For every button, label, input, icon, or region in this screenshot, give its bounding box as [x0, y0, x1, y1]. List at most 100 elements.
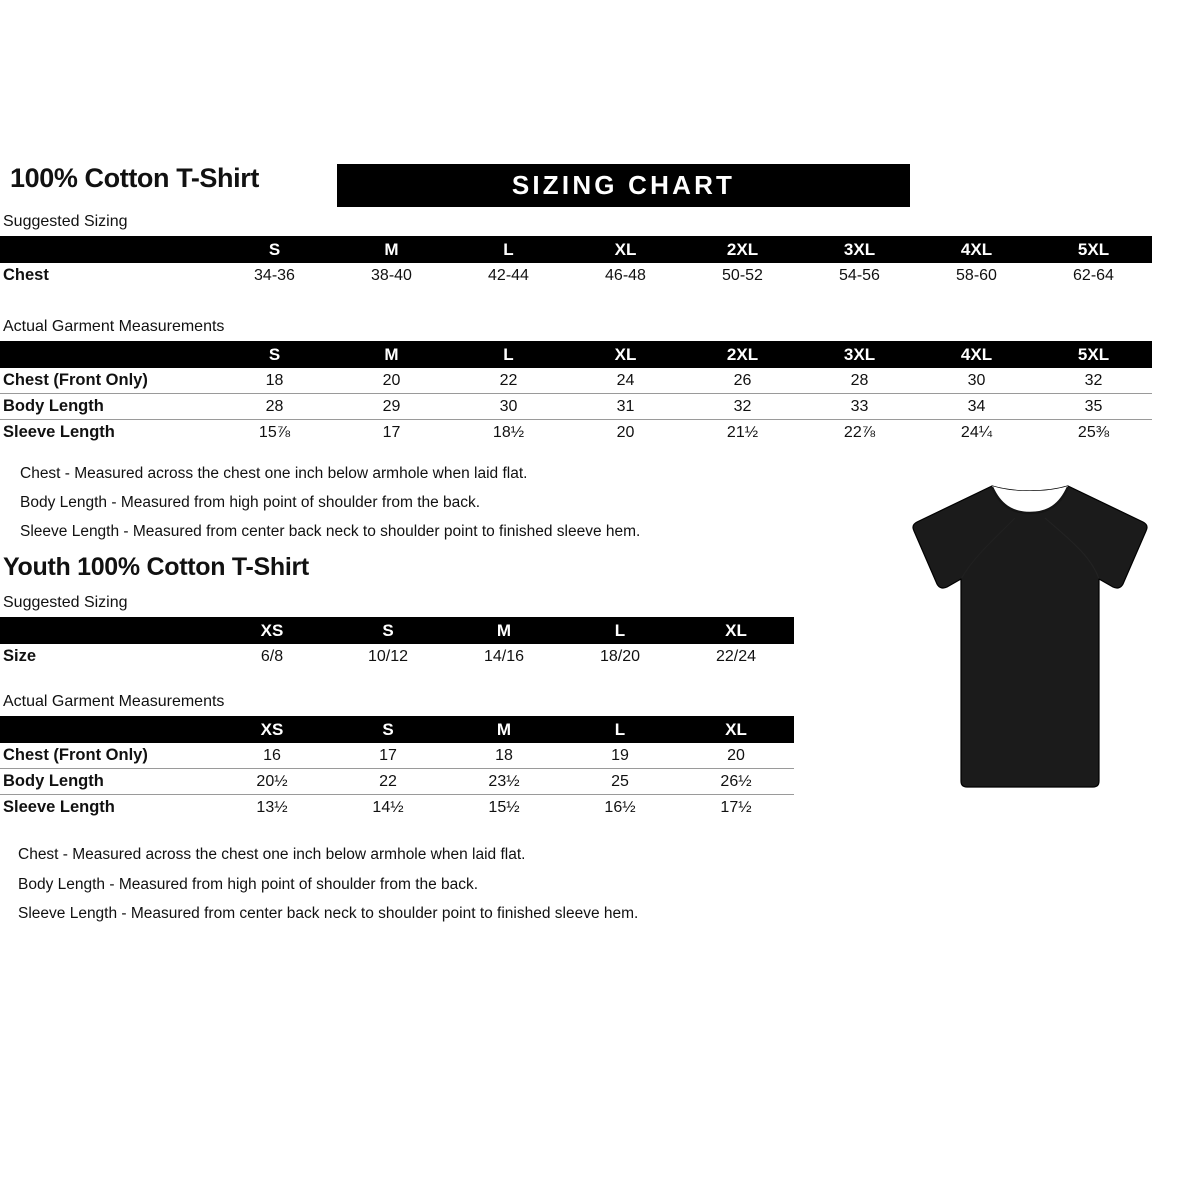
adult-actual-row-label: Chest (Front Only)	[0, 368, 216, 394]
adult-actual-cell: 31	[567, 393, 684, 420]
adult-actual-cell: 17	[382, 423, 401, 441]
document-header: 100% Cotton T-Shirt SIZING CHART	[10, 163, 1190, 208]
adult-suggested-header-lead	[0, 236, 216, 263]
adult-actual-cell: 32	[684, 393, 801, 420]
youth-suggested-column-header: S	[330, 617, 446, 644]
adult-actual-cell: 35	[1035, 393, 1152, 420]
youth-actual-cell: 16	[214, 743, 330, 769]
adult-note-sleeve-length: Sleeve Length - Measured from center bac…	[20, 523, 641, 540]
adult-suggested-row-label: Chest	[3, 266, 49, 284]
youth-suggested-cell: 14/16	[483, 647, 525, 665]
youth-suggested-row: Size 6/8 10/12 14/16 18/20 22/24	[0, 644, 794, 669]
adult-actual-column-header: L	[450, 341, 567, 368]
adult-actual-cell: 20	[616, 423, 635, 441]
adult-suggested-column-header: M	[333, 236, 450, 263]
youth-section-title: Youth 100% Cotton T-Shirt	[3, 553, 309, 581]
adult-actual-cell: 30	[450, 393, 567, 420]
adult-suggested-row: Chest 34-36 38-40 42-44 46-48 50-52 54-56 58-60…	[0, 263, 1152, 288]
adult-actual-cell: 30	[918, 368, 1035, 394]
adult-actual-body: Chest (Front Only) 18 20 22 24 26 28 30 32 Body L…	[0, 368, 1152, 445]
adult-actual-row: Chest (Front Only) 18 20 22 24 26 28 30 32	[0, 368, 1152, 394]
youth-suggested-cell: 6/8	[260, 647, 284, 665]
youth-suggested-column-header: XL	[678, 617, 794, 644]
youth-suggested-row-label: Size	[3, 647, 37, 665]
youth-actual-cell: 16½	[604, 798, 636, 816]
adult-suggested-cell: 38-40	[371, 266, 412, 284]
youth-actual-cell: 17½	[720, 798, 752, 816]
youth-actual-column-header: M	[446, 716, 562, 743]
adult-suggested-header-row: S M L XL 2XL 3XL 4XL 5XL	[0, 236, 1152, 263]
youth-actual-cell: 17	[330, 743, 446, 769]
youth-actual-cell: 15½	[488, 798, 520, 816]
youth-actual-cell: 20	[678, 743, 794, 769]
adult-actual-cell: 18	[216, 368, 333, 394]
adult-suggested-column-header: L	[450, 236, 567, 263]
adult-note-chest: Chest - Measured across the chest one in…	[20, 465, 528, 482]
adult-actual-row-label: Sleeve Length	[3, 423, 115, 441]
adult-actual-cell: 22⅞	[843, 423, 876, 441]
adult-actual-cell: 24	[567, 368, 684, 394]
sizing-chart-banner: SIZING CHART	[337, 164, 910, 207]
adult-actual-cell: 21½	[726, 423, 759, 441]
youth-suggested-column-header: XS	[214, 617, 330, 644]
youth-actual-cell: 26½	[678, 768, 794, 795]
adult-actual-column-header: XL	[567, 341, 684, 368]
youth-actual-column-header: XS	[214, 716, 330, 743]
adult-suggested-cell: 54-56	[839, 266, 880, 284]
adult-suggested-cell: 34-36	[254, 266, 295, 284]
adult-actual-cell: 15⅞	[258, 423, 291, 441]
youth-suggested-cell: 22/24	[715, 647, 757, 665]
adult-suggested-column-header: 5XL	[1035, 236, 1152, 263]
adult-suggested-body: Chest 34-36 38-40 42-44 46-48 50-52 54-56 58-60…	[0, 263, 1152, 288]
adult-suggested-column-header: 2XL	[684, 236, 801, 263]
youth-suggested-cell: 18/20	[599, 647, 641, 665]
adult-actual-header-lead	[0, 341, 216, 368]
youth-actual-header-lead	[0, 716, 214, 743]
adult-suggested-column-header: XL	[567, 236, 684, 263]
youth-actual-cell: 19	[562, 743, 678, 769]
adult-suggested-cell: 46-48	[605, 266, 646, 284]
youth-actual-cell: 18	[446, 743, 562, 769]
youth-actual-cell: 13½	[256, 798, 288, 816]
adult-actual-row: Sleeve Length 15⅞ 17 18½ 20 21½ 22⅞ 24¼ 25⅜	[0, 420, 1152, 446]
page-title: 100% Cotton T-Shirt	[10, 163, 259, 193]
adult-actual-header-row: S M L XL 2XL 3XL 4XL 5XL	[0, 341, 1152, 368]
t-shirt-product-image	[895, 478, 1165, 798]
adult-actual-cell: 29	[333, 393, 450, 420]
youth-actual-cell: 20½	[214, 768, 330, 795]
youth-actual-row-label: Sleeve Length	[3, 798, 115, 816]
adult-actual-row-label: Body Length	[0, 393, 216, 420]
youth-actual-row-label: Body Length	[0, 768, 214, 795]
youth-suggested-body: Size 6/8 10/12 14/16 18/20 22/24	[0, 644, 794, 669]
youth-suggested-header-lead	[0, 617, 214, 644]
youth-actual-header-row: XS S M L XL	[0, 716, 794, 743]
adult-note-body-length: Body Length - Measured from high point o…	[20, 494, 481, 511]
youth-actual-column-header: S	[330, 716, 446, 743]
adult-actual-column-header: 4XL	[918, 341, 1035, 368]
adult-suggested-column-header: S	[216, 236, 333, 263]
sizing-chart-banner-label: SIZING CHART	[511, 170, 736, 200]
youth-actual-cell: 22	[330, 768, 446, 795]
adult-actual-cell: 22	[450, 368, 567, 394]
adult-suggested-cell: 42-44	[488, 266, 529, 284]
youth-note-sleeve-length: Sleeve Length - Measured from center bac…	[18, 905, 639, 922]
adult-actual-column-header: 2XL	[684, 341, 801, 368]
youth-actual-cell: 25	[562, 768, 678, 795]
adult-actual-column-header: 3XL	[801, 341, 918, 368]
youth-actual-row: Chest (Front Only) 16 17 18 19 20	[0, 743, 794, 769]
adult-actual-column-header: 5XL	[1035, 341, 1152, 368]
youth-actual-cell: 23½	[446, 768, 562, 795]
youth-suggested-caption: Suggested Sizing	[3, 594, 128, 611]
youth-suggested-sizing-table: XS S M L XL Size 6/8 10/12 14/16 18/20 22/24	[0, 617, 794, 669]
adult-actual-cell: 34	[918, 393, 1035, 420]
adult-actual-cell: 24¼	[960, 423, 993, 441]
youth-actual-column-header: L	[562, 716, 678, 743]
adult-suggested-cell: 50-52	[722, 266, 763, 284]
youth-actual-row: Sleeve Length 13½ 14½ 15½ 16½ 17½	[0, 795, 794, 821]
youth-actual-column-header: XL	[678, 716, 794, 743]
adult-actual-caption: Actual Garment Measurements	[3, 318, 225, 335]
adult-actual-column-header: S	[216, 341, 333, 368]
youth-suggested-cell: 10/12	[367, 647, 409, 665]
adult-actual-column-header: M	[333, 341, 450, 368]
